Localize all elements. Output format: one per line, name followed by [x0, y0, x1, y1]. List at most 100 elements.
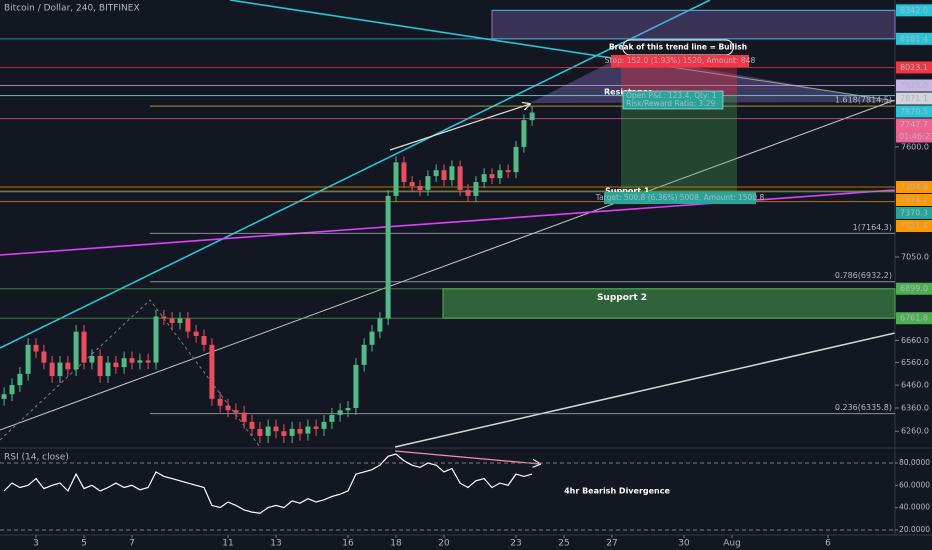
- candle-body: [89, 355, 95, 363]
- channel-line: [394, 332, 896, 448]
- x-tick-label: 23: [510, 539, 521, 549]
- pnl-label: Open P&L: 123.4, Qty: 1: [626, 91, 717, 100]
- price-label-box: [896, 61, 932, 74]
- price-label: 6761.8: [900, 314, 928, 323]
- candle-body: [409, 182, 415, 186]
- x-tick-label: 11: [222, 539, 233, 549]
- annotation: Support 1: [605, 187, 650, 196]
- candle-body: [113, 362, 119, 368]
- candle-body: [185, 318, 191, 332]
- zigzag: [0, 299, 261, 448]
- price-label-box: [896, 118, 932, 131]
- candle-body: [337, 410, 343, 415]
- candle-body: [289, 428, 295, 436]
- x-tick-label: 5: [81, 539, 87, 549]
- candle-body: [345, 407, 351, 411]
- candle-body: [201, 336, 207, 345]
- price-label: 8181.4: [900, 34, 928, 43]
- zone-label: Support 2: [597, 293, 647, 303]
- price-label-box: [896, 92, 932, 105]
- candle-body: [169, 318, 175, 323]
- candle-body: [297, 428, 303, 434]
- candle-body: [305, 426, 311, 434]
- x-tick-label: 30: [678, 539, 690, 549]
- candle-body: [145, 360, 151, 363]
- y-tick-label: 6460.0: [901, 381, 929, 390]
- candle-body: [521, 120, 527, 147]
- candle-body: [177, 318, 183, 323]
- price-label: 7870.5: [900, 107, 928, 116]
- rsi-line: [3, 453, 533, 514]
- candle-body: [513, 146, 519, 173]
- candle-body: [449, 166, 455, 181]
- candle-body: [129, 358, 135, 363]
- fib-label: 1.618(7814.5): [835, 96, 892, 105]
- x-tick-label: 13: [270, 539, 281, 549]
- fib-label: 0.786(6932.2): [835, 271, 892, 280]
- price-label-box: [896, 193, 932, 206]
- chart-title: Bitcoin / Dollar, 240, BITFINEX: [4, 4, 140, 14]
- annotation: 4hr Bearish Divergence: [564, 487, 670, 496]
- price-label: 8023.1: [900, 63, 928, 72]
- candle-body: [465, 189, 471, 196]
- price-label: 7370.3: [900, 208, 928, 217]
- candle-body: [481, 174, 487, 183]
- channel-line: [0, 99, 896, 431]
- y-tick-label: 7050.0: [901, 253, 929, 262]
- rsi-label: RSI (14, close): [4, 453, 69, 463]
- trend-line: [229, 0, 626, 61]
- x-tick-label: Aug: [723, 539, 741, 549]
- candle-body: [473, 182, 479, 196]
- candle-body: [1, 394, 7, 399]
- candle-body: [65, 362, 71, 370]
- candle-body: [329, 414, 335, 422]
- y-tick-label: 6260.0: [901, 427, 929, 436]
- price-label-box: [896, 180, 932, 193]
- candle-body: [161, 316, 167, 319]
- candle-body: [273, 426, 279, 432]
- candle-body: [209, 344, 215, 399]
- candle-body: [17, 373, 23, 386]
- x-tick-label: 3: [33, 539, 39, 549]
- rsi-tick-label: 80.0000: [899, 458, 930, 467]
- price-label-box: [896, 312, 932, 325]
- candle-body: [353, 364, 359, 408]
- candle-body: [81, 331, 87, 363]
- arrow: [389, 104, 530, 151]
- countdown: 01:46:23: [899, 132, 932, 141]
- candle-body: [105, 362, 111, 377]
- price-label-box: [896, 79, 932, 92]
- candle-body: [361, 344, 367, 365]
- price-label: 6899.0: [900, 284, 928, 293]
- candle-body: [249, 421, 255, 429]
- pnl-label-box: [622, 90, 724, 110]
- candle-body: [41, 351, 47, 363]
- fib-label: 1(7164.3): [853, 223, 892, 232]
- candle-body: [377, 318, 383, 332]
- candle-body: [57, 362, 63, 377]
- target-area: [621, 95, 737, 192]
- candle-body: [393, 162, 399, 196]
- stop-label: Stop: 152.0 (1.93%) 1520, Amount: 848: [605, 56, 756, 65]
- x-tick-label: 16: [342, 539, 354, 549]
- y-tick-label: 6360.0: [901, 403, 929, 412]
- price-label: 7871.1: [900, 94, 928, 103]
- candle-body: [505, 170, 511, 173]
- price-label: 7321.4: [900, 221, 928, 230]
- price-label: 7925.0: [900, 81, 928, 90]
- rsi-tick-label: 20.0000: [899, 525, 930, 534]
- candle-body: [457, 166, 463, 190]
- candle-body: [433, 170, 439, 177]
- candle-body: [153, 316, 159, 363]
- price-label-box: [896, 32, 932, 45]
- candle-body: [441, 170, 447, 181]
- y-tick-label: 6660.0: [901, 336, 929, 345]
- pnl-label: Risk/Reward Ratio: 3.29: [626, 99, 715, 108]
- candle-body: [33, 344, 39, 352]
- candle-body: [489, 174, 495, 179]
- price-label: 7394.9: [900, 182, 928, 191]
- x-tick-label: 27: [606, 539, 617, 549]
- x-tick-label: 18: [390, 539, 402, 549]
- x-tick-label: 6: [825, 539, 831, 549]
- candle-body: [425, 176, 431, 190]
